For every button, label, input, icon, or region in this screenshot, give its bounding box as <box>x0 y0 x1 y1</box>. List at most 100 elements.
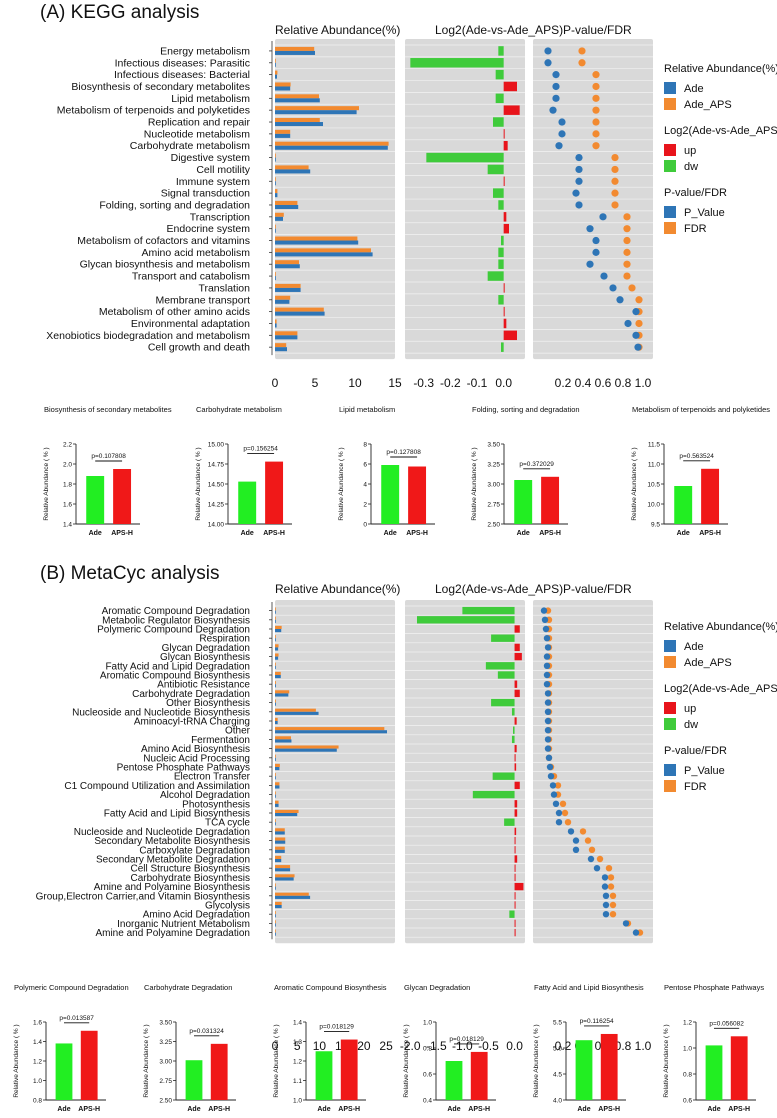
metacyc-category-label: Fatty Acid and Lipid Biosynthesis <box>104 809 250 820</box>
kegg-dot-fdr <box>611 165 619 174</box>
kegg-category-label: Immune system <box>176 176 250 188</box>
kegg-bar-ade <box>275 252 373 257</box>
kegg-header-log2: Log2(Ade-vs-Ade_APS) <box>435 23 563 37</box>
metacyc-bar-log2 <box>511 735 515 744</box>
metacyc-small-2-bar-aps-h <box>340 1039 358 1100</box>
metacyc-bar-log2 <box>514 800 518 808</box>
kegg-dot-fdr <box>623 272 631 280</box>
metacyc-legend-swatch-dw <box>664 718 676 730</box>
kegg-bar-ade <box>275 86 291 91</box>
kegg-legend-label-ade-aps: Ade_APS <box>684 99 732 111</box>
kegg-small-4-x-label: Ade <box>677 530 690 537</box>
kegg-bar-log2 <box>498 200 504 210</box>
metacyc-bar-ade <box>275 675 281 679</box>
metacyc-bar-log2 <box>514 763 517 771</box>
metacyc-small-2-ylabel: Relative Abundance ( % ) <box>273 1024 280 1097</box>
metacyc-small-1-pvalue-label: p=0.031324 <box>189 1028 224 1035</box>
metacyc-small-5-y-tick-label: 0.6 <box>683 1098 692 1105</box>
kegg-dot-fdr <box>635 319 643 328</box>
metacyc-dot-pvalue <box>572 846 580 853</box>
kegg-legend-label-ade: Ade <box>684 83 704 95</box>
metacyc-bar-ade <box>275 923 276 927</box>
metacyc-dot-fdr <box>554 782 562 789</box>
kegg-header-pvalue: P-value/FDR <box>563 23 632 37</box>
kegg-bar-ade-aps <box>275 106 359 111</box>
metacyc-legend-swatch-p-value <box>664 764 676 776</box>
metacyc-section-title: (B) MetaCyc analysis <box>40 563 220 584</box>
metacyc-bar-log2 <box>504 818 515 826</box>
metacyc-category-label: Alcohol Degradation <box>160 790 250 801</box>
metacyc-category-label: Photosynthesis <box>182 799 250 810</box>
metacyc-bar-ade-aps <box>275 819 276 823</box>
kegg-bar-log2 <box>503 223 509 234</box>
metacyc-category-label: Glycan Degradation <box>162 643 250 654</box>
metacyc-small-0-y-tick-label: 1.2 <box>33 1059 42 1066</box>
metacyc-small-5-pvalue-label: p=0.056082 <box>709 1020 744 1027</box>
kegg-dot-pvalue <box>575 153 583 162</box>
metacyc-bar-log2 <box>514 919 516 928</box>
metacyc-abundance-tick: 10 <box>313 1039 327 1053</box>
kegg-small-4-x-label: APS-H <box>699 530 721 537</box>
metacyc-bar-log2 <box>514 836 516 845</box>
metacyc-bar-ade-aps <box>275 883 276 887</box>
kegg-legend-label-dw: dw <box>684 161 698 173</box>
metacyc-small-4-y-tick-label: 4.0 <box>553 1098 562 1105</box>
metacyc-small-4-bar-ade <box>575 1040 593 1100</box>
kegg-small-2-bar-ade <box>381 465 400 524</box>
metacyc-bar-ade-aps <box>275 846 285 850</box>
metacyc-category-label: Glycolysis <box>205 901 250 912</box>
metacyc-dot-pvalue <box>542 625 550 633</box>
metacyc-bar-ade <box>275 721 278 725</box>
kegg-bar-ade-aps <box>275 331 298 336</box>
metacyc-bar-log2 <box>417 616 515 624</box>
kegg-category-label: Transcription <box>190 211 250 223</box>
metacyc-small-5-bar-ade <box>705 1045 723 1100</box>
kegg-small-3-x-label: APS-H <box>539 530 561 537</box>
metacyc-small-1-bar-aps-h <box>210 1043 228 1100</box>
kegg-category-label: Infectious diseases: Bacterial <box>114 69 250 81</box>
metacyc-bar-log2 <box>514 689 520 698</box>
metacyc-bar-log2 <box>514 754 516 762</box>
kegg-small-3-y-tick-label: 3.25 <box>487 462 500 469</box>
kegg-dot-pvalue <box>544 59 552 67</box>
kegg-legend-swatch-p-value <box>664 206 676 218</box>
kegg-dot-pvalue <box>575 177 583 185</box>
metacyc-small-5-x-label: APS-H <box>728 1106 750 1113</box>
metacyc-bar-ade-aps <box>275 644 279 648</box>
kegg-legend-label-fdr: FDR <box>684 223 707 235</box>
kegg-pvalue-tick: 0.4 <box>575 376 592 390</box>
metacyc-category-label: Other <box>225 726 251 737</box>
metacyc-bar-ade-aps <box>275 800 279 804</box>
metacyc-small-0-bar-ade <box>55 1043 73 1100</box>
kegg-bar-ade-aps <box>275 307 324 312</box>
kegg-category-label: Environmental adaptation <box>131 318 250 330</box>
kegg-small-1-bar-ade <box>238 481 257 524</box>
metacyc-pvalue-tick: 1.0 <box>635 1039 652 1053</box>
kegg-bar-log2 <box>501 235 504 246</box>
metacyc-category-label: Secondary Metabolite Degradation <box>96 855 250 866</box>
kegg-small-4-y-tick-label: 11.5 <box>648 442 661 449</box>
metacyc-small-1-y-tick-label: 2.50 <box>159 1098 172 1105</box>
kegg-dot-pvalue <box>552 94 560 102</box>
kegg-dot-fdr <box>628 284 636 292</box>
kegg-bar-ade <box>275 311 325 316</box>
metacyc-bar-ade <box>275 831 285 835</box>
metacyc-category-label: Group,Electron Carrier,and Vitamin Biosy… <box>36 891 250 902</box>
metacyc-bar-ade <box>275 629 282 633</box>
metacyc-dot-pvalue <box>543 671 551 679</box>
kegg-small-0-title: Biosynthesis of secondary metabolites <box>44 405 172 414</box>
kegg-legend-title-log2: Log2(Ade-vs-Ade_APS) <box>664 125 777 137</box>
kegg-small-4-title: Metabolism of terpenoids and polyketides <box>632 405 770 414</box>
metacyc-small-2-title: Aromatic Compound Biosynthesis <box>274 983 387 992</box>
metacyc-legend-title-abundance: Relative Abundance(%) <box>664 621 777 633</box>
metacyc-pvalue-tick: 0.2 <box>555 1039 572 1053</box>
metacyc-bar-ade <box>275 776 276 780</box>
metacyc-bar-ade <box>275 748 337 752</box>
metacyc-dot-pvalue <box>587 855 595 863</box>
metacyc-small-5-y-tick-label: 1.2 <box>683 1020 692 1027</box>
metacyc-bar-log2 <box>491 634 515 642</box>
metacyc-small-1-x-label: Ade <box>187 1106 200 1113</box>
metacyc-bar-log2 <box>462 606 515 615</box>
kegg-dot-pvalue <box>549 106 557 114</box>
metacyc-dot-pvalue <box>567 828 575 835</box>
